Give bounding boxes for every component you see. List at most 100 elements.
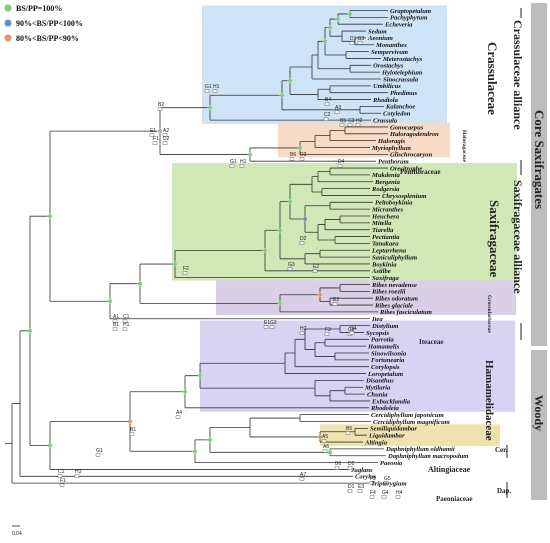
character-mark	[347, 489, 353, 493]
support-node	[327, 449, 333, 455]
character-mark	[321, 439, 327, 443]
node-mark-label: H4	[396, 490, 403, 496]
support-node	[172, 261, 178, 267]
character-mark	[322, 449, 328, 453]
node-mark-label: C3	[348, 118, 355, 124]
support-node	[277, 227, 283, 233]
taxon-label: Boykinia	[371, 261, 397, 268]
support-node	[207, 437, 213, 443]
taxon-label: Bergenia	[374, 179, 401, 186]
taxon-label: Cercidiphyllum japonicum	[371, 412, 444, 419]
taxon-label: Mitella	[371, 220, 392, 227]
haloragaceae-background	[278, 122, 450, 158]
taxon-label: Corylopsis	[371, 364, 400, 371]
taxon-label: Mukdenia	[371, 172, 401, 179]
character-mark	[299, 157, 305, 161]
taxon-label: Sinocrassula	[383, 76, 419, 83]
node-mark-label: G4	[382, 490, 389, 496]
node-mark-label: G1	[230, 159, 237, 165]
support-node	[107, 298, 113, 304]
node-mark-label: F2	[183, 266, 189, 272]
taxon-label: Cotyledon	[383, 111, 411, 118]
taxon-label: Kalanchoe	[385, 104, 415, 111]
support-node	[277, 300, 283, 306]
node-mark-label: D1	[350, 36, 357, 42]
group-label-saxifragaceae-alliance: Saxifragaceae alliance	[511, 180, 525, 294]
node-mark-label: D1	[348, 484, 355, 490]
taxon-label: Sinowilsonia	[371, 350, 407, 357]
taxon-label: Aeonium	[367, 35, 393, 42]
character-mark	[347, 466, 353, 470]
support-node	[197, 373, 203, 379]
taxon-label: Altingia	[364, 439, 388, 446]
family-label-dap: Dap.	[497, 487, 511, 495]
node-mark-label: G5	[384, 476, 391, 482]
group-label-core-saxifragates: Core Saxifragates	[532, 110, 547, 209]
node-mark-label: B6	[290, 152, 296, 158]
node-mark-label: A3	[335, 105, 341, 111]
support-node	[247, 152, 253, 157]
legend-entry: BS/PP=100%	[16, 4, 62, 13]
taxon-label: Crassula	[373, 117, 398, 124]
taxon-label: Itea	[371, 316, 383, 323]
family-label-altingiaceae: Altingiaceae	[428, 465, 471, 474]
daphniphyllum-clade	[329, 448, 386, 457]
node-mark-label: H3	[75, 469, 82, 475]
crassulaceae-background	[202, 5, 447, 125]
support-node	[287, 78, 293, 84]
support-node	[302, 216, 308, 222]
taxon-label: Myriophyllum	[371, 145, 411, 152]
character-mark	[334, 466, 340, 470]
taxon-label: Hylotelephium	[381, 69, 422, 76]
character-mark	[349, 331, 355, 335]
clade	[209, 427, 330, 453]
taxon-label: Hamamelis	[367, 343, 400, 350]
taxon-label: Disanthus	[365, 378, 394, 385]
taxon-label: Pectiantia	[372, 234, 400, 241]
node-mark-label: B5	[346, 426, 352, 432]
hamamelidaceae-background	[200, 320, 515, 412]
node-mark-label: B5	[340, 118, 346, 124]
taxon-label: Exbucklandia	[371, 398, 411, 405]
grossulariaceae-background	[216, 280, 516, 315]
node-mark-label: G3	[288, 262, 295, 268]
taxon-label: Chunia	[367, 391, 388, 398]
character-mark	[57, 474, 63, 478]
taxon-label: Pachyphytum	[390, 15, 427, 22]
taxon-label: Loropetalum	[367, 371, 403, 378]
support-node	[157, 128, 163, 134]
node-mark-label: H1	[213, 84, 220, 90]
node-mark-label: B3	[358, 36, 364, 42]
support-node	[287, 199, 293, 205]
legend-entry: 80%<BS/PP<90%	[16, 34, 79, 43]
character-mark	[339, 123, 345, 127]
character-mark	[324, 102, 330, 106]
node-mark-label: B1	[130, 427, 136, 433]
character-mark	[152, 141, 158, 145]
support-node	[317, 434, 323, 440]
support-node	[262, 248, 268, 253]
taxon-label: Parrotia	[371, 337, 394, 344]
taxon-label: Astilbe	[371, 268, 391, 275]
node-mark-label: B1	[113, 322, 119, 328]
node-mark-label: B4	[325, 97, 331, 103]
character-mark	[182, 271, 188, 275]
taxon-label: Haloragis	[377, 138, 406, 145]
character-mark	[269, 325, 275, 329]
support-node	[207, 105, 213, 111]
taxon-label: Glischrocaryon	[390, 152, 432, 159]
character-mark	[334, 110, 340, 114]
taxon-label: Fortunearia	[371, 357, 405, 364]
support-node	[127, 419, 133, 424]
legend-entry: 90%<BS/PP<100%	[16, 19, 83, 28]
character-mark	[112, 327, 118, 331]
character-mark	[357, 41, 363, 45]
node-mark-label: F1	[153, 136, 159, 142]
character-mark	[129, 432, 135, 436]
core-saxifragates-clade	[49, 130, 160, 302]
core-saxifragates-bar	[531, 3, 547, 346]
node-mark-label: A1	[113, 314, 119, 320]
support-node	[327, 25, 333, 30]
taxon-label: Mytilaria	[364, 385, 391, 392]
taxon-label: Sedum	[368, 28, 387, 35]
